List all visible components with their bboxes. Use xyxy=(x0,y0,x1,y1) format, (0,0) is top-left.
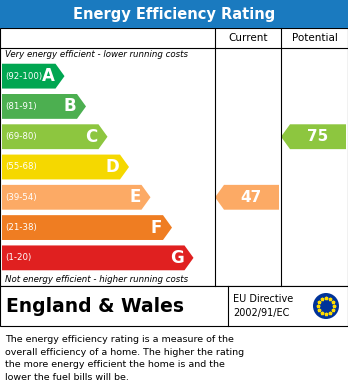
Bar xyxy=(0,286,348,326)
Polygon shape xyxy=(2,124,108,149)
Polygon shape xyxy=(2,64,64,88)
Text: (69-80): (69-80) xyxy=(5,132,37,141)
Text: (81-91): (81-91) xyxy=(5,102,37,111)
Text: B: B xyxy=(63,97,76,115)
Text: F: F xyxy=(151,219,162,237)
Text: The energy efficiency rating is a measure of the
overall efficiency of a home. T: The energy efficiency rating is a measur… xyxy=(5,335,244,382)
Polygon shape xyxy=(2,154,129,179)
Text: (21-38): (21-38) xyxy=(5,223,37,232)
Circle shape xyxy=(313,293,339,319)
Polygon shape xyxy=(215,185,279,210)
Text: 75: 75 xyxy=(307,129,328,144)
Polygon shape xyxy=(2,185,150,210)
Text: (92-100): (92-100) xyxy=(5,72,42,81)
Text: E: E xyxy=(129,188,141,206)
Text: (39-54): (39-54) xyxy=(5,193,37,202)
Bar xyxy=(0,0,348,28)
Polygon shape xyxy=(2,94,86,119)
Text: Very energy efficient - lower running costs: Very energy efficient - lower running co… xyxy=(5,50,188,59)
Bar xyxy=(0,28,348,286)
Text: (55-68): (55-68) xyxy=(5,163,37,172)
Text: Current: Current xyxy=(228,33,268,43)
Text: A: A xyxy=(42,67,55,85)
Text: Energy Efficiency Rating: Energy Efficiency Rating xyxy=(73,7,275,22)
Polygon shape xyxy=(281,124,346,149)
Text: D: D xyxy=(105,158,119,176)
Text: England & Wales: England & Wales xyxy=(6,296,184,316)
Text: 47: 47 xyxy=(240,190,262,205)
Polygon shape xyxy=(2,215,172,240)
Text: EU Directive
2002/91/EC: EU Directive 2002/91/EC xyxy=(233,294,293,317)
Text: C: C xyxy=(85,128,97,146)
Polygon shape xyxy=(2,246,193,270)
Text: G: G xyxy=(170,249,183,267)
Text: (1-20): (1-20) xyxy=(5,253,31,262)
Text: Not energy efficient - higher running costs: Not energy efficient - higher running co… xyxy=(5,275,188,284)
Text: Potential: Potential xyxy=(292,33,338,43)
